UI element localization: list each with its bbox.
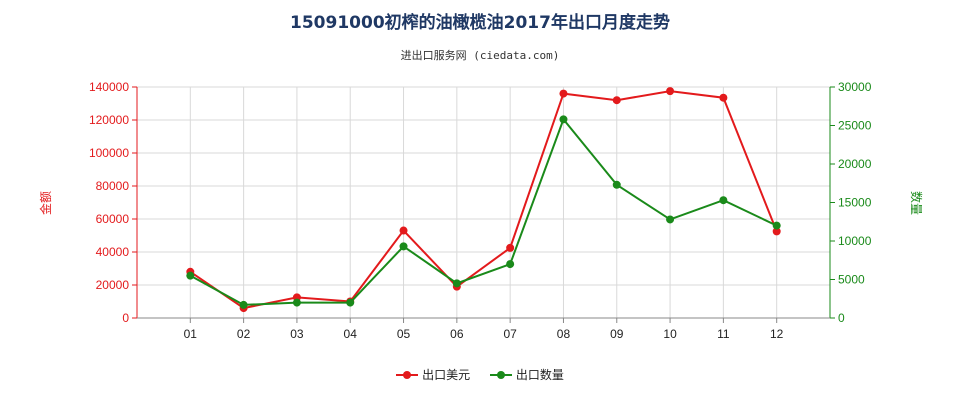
legend: 出口美元 出口数量 [0,366,960,383]
y-right-tick-label: 10000 [838,234,872,248]
data-point-quantity [666,215,675,224]
y-right-tick-label: 25000 [838,119,872,133]
x-tick-label: 03 [290,327,304,341]
y-left-tick-label: 60000 [96,212,130,226]
y-left-tick-label: 80000 [96,179,130,193]
chart-subtitle: 进出口服务网 (ciedata.com) [400,49,560,62]
y-right-tick-label: 5000 [838,273,865,287]
legend-label-quantity: 出口数量 [515,368,564,382]
data-point-amount [612,96,621,105]
data-point-amount [559,89,568,98]
y-right-tick-label: 0 [838,311,845,325]
x-tick-label: 12 [770,327,784,341]
x-tick-label: 08 [557,327,571,341]
data-point-amount [399,226,408,235]
data-point-quantity [612,180,621,189]
data-point-quantity [239,300,248,309]
data-point-quantity [399,242,408,251]
data-point-quantity [772,221,781,230]
data-point-quantity [559,115,568,124]
y-left-tick-label: 20000 [96,278,130,292]
x-tick-label: 01 [184,327,198,341]
data-point-amount [772,227,781,236]
data-point-amount [506,243,515,252]
y-right-tick-label: 15000 [838,196,872,210]
data-point-amount [719,93,728,102]
x-tick-label: 07 [503,327,517,341]
series-line-amount [189,90,778,310]
data-point-quantity [186,271,195,280]
y-right-tick-label: 20000 [838,157,872,171]
data-point-quantity [292,298,301,307]
y-left-tick-label: 100000 [89,146,129,160]
legend-item-amount[interactable]: 出口美元 [396,366,470,383]
series-line-quantity [189,117,778,306]
x-tick-label: 06 [450,327,464,341]
data-point-quantity [719,196,728,205]
y-left-tick-label: 120000 [89,113,129,127]
y-left-tick-label: 0 [122,311,129,325]
data-point-quantity [506,260,515,269]
legend-swatch-quantity [489,370,512,380]
y-left-axis-title: 金额 [38,191,53,215]
y-left-tick-label: 140000 [89,80,129,94]
x-tick-label: 10 [663,327,677,341]
x-tick-label: 05 [397,327,411,341]
chart-title: 15091000初榨的油橄榄油2017年出口月度走势 [290,13,670,33]
data-point-quantity [452,279,461,288]
y-right-tick-label: 30000 [838,80,872,94]
y-left-tick-label: 40000 [96,245,130,259]
legend-label-amount: 出口美元 [422,368,471,382]
legend-item-quantity[interactable]: 出口数量 [489,366,564,383]
y-right-axis-title: 数量 [909,191,924,215]
legend-swatch-amount [396,370,419,380]
x-tick-label: 11 [717,327,730,341]
x-tick-label: 09 [610,327,624,341]
data-point-quantity [346,298,355,307]
x-tick-label: 02 [237,327,251,341]
x-tick-label: 04 [344,327,358,341]
data-point-amount [666,87,675,96]
